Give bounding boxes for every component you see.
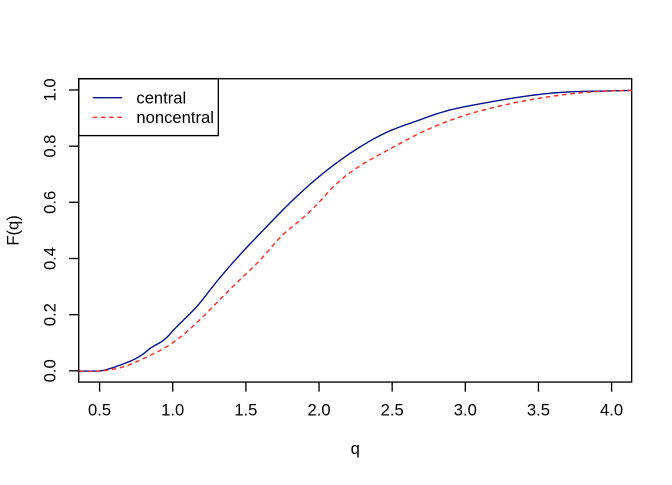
svg-text:F(q): F(q) xyxy=(3,215,22,245)
svg-text:3.5: 3.5 xyxy=(527,401,550,420)
svg-text:1.5: 1.5 xyxy=(234,401,257,420)
svg-text:0.4: 0.4 xyxy=(41,247,60,270)
svg-text:0.5: 0.5 xyxy=(88,401,111,420)
svg-text:2.5: 2.5 xyxy=(381,401,404,420)
svg-text:noncentral: noncentral xyxy=(136,108,214,127)
svg-text:0.2: 0.2 xyxy=(41,303,60,326)
svg-text:0.8: 0.8 xyxy=(41,135,60,158)
svg-text:1.0: 1.0 xyxy=(41,78,60,101)
svg-text:central: central xyxy=(136,88,186,107)
svg-text:3.0: 3.0 xyxy=(454,401,477,420)
svg-text:0.0: 0.0 xyxy=(41,359,60,382)
svg-text:2.0: 2.0 xyxy=(307,401,330,420)
svg-text:4.0: 4.0 xyxy=(600,401,623,420)
svg-text:q: q xyxy=(351,439,360,458)
svg-text:0.6: 0.6 xyxy=(41,191,60,214)
svg-text:1.0: 1.0 xyxy=(161,401,184,420)
